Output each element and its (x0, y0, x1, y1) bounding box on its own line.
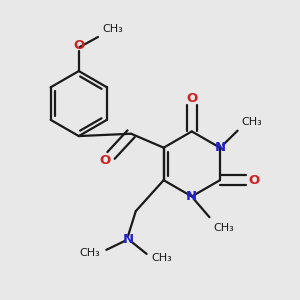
Text: N: N (122, 232, 134, 245)
Text: O: O (186, 92, 197, 105)
Text: N: N (215, 141, 226, 154)
Text: CH₃: CH₃ (214, 223, 234, 233)
Text: N: N (186, 190, 197, 203)
Text: O: O (248, 174, 260, 187)
Text: O: O (100, 154, 111, 167)
Text: CH₃: CH₃ (80, 248, 100, 258)
Text: CH₃: CH₃ (151, 253, 172, 262)
Text: O: O (73, 39, 84, 52)
Text: CH₃: CH₃ (102, 24, 123, 34)
Text: CH₃: CH₃ (242, 117, 262, 127)
